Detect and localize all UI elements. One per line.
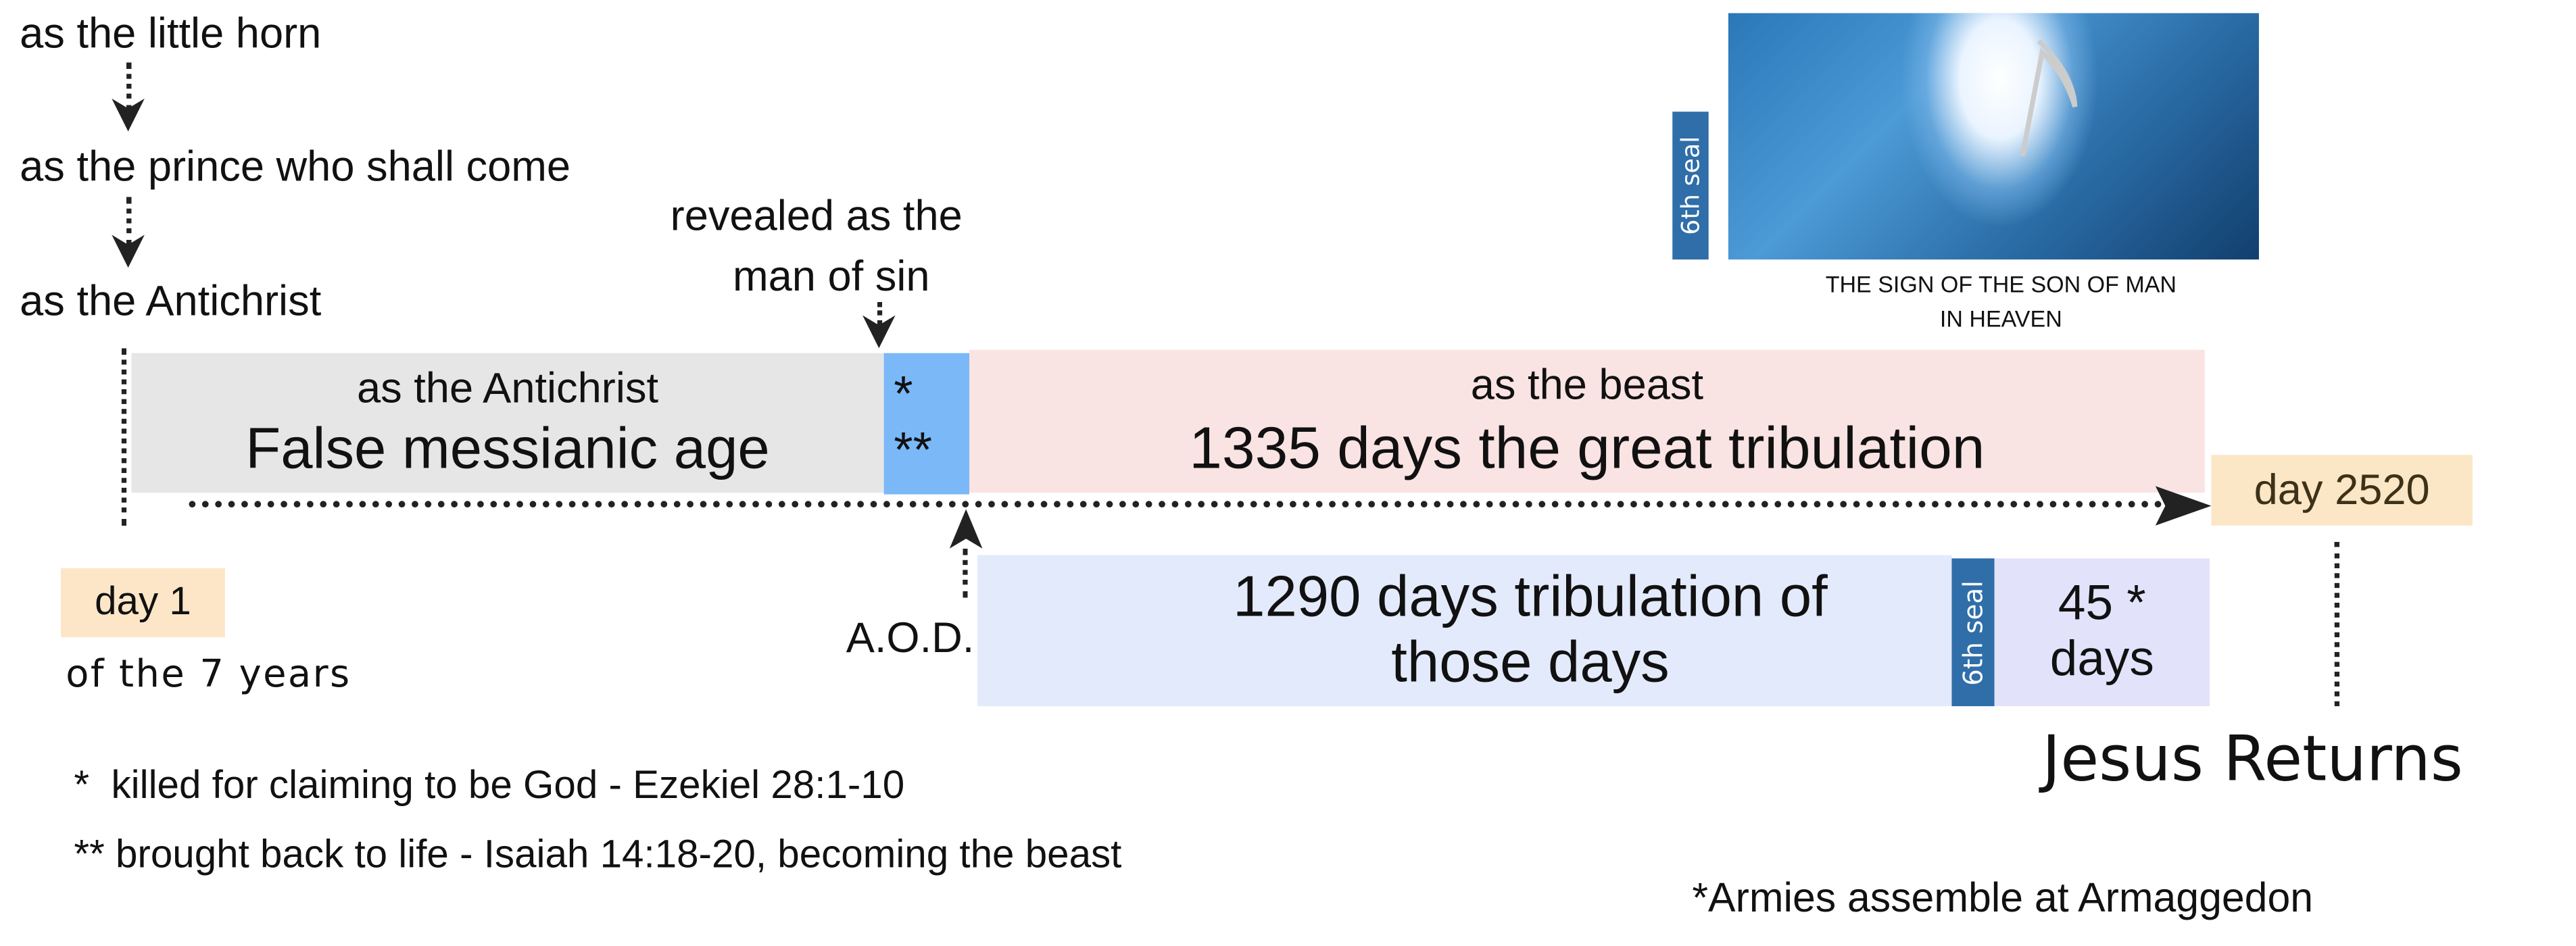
block-line1: 1290 days tribulation of: [1233, 565, 1828, 629]
arrow-right-icon: [2155, 486, 2212, 526]
block-title: False messianic age: [245, 417, 770, 482]
stage-little-horn: as the little horn: [20, 8, 322, 58]
arrow-up-icon: [949, 509, 983, 549]
arrow-down-icon: [112, 234, 145, 268]
block-line2: days: [2049, 632, 2154, 687]
footnote-armies: *Armies assemble at Armaggedon: [1692, 875, 2314, 922]
footnote-single-asterisk: * killed for claiming to be God - Ezekie…: [74, 764, 905, 808]
block-line1: 45 *: [2058, 576, 2146, 631]
block-subtitle: as the beast: [1470, 359, 1704, 409]
dotted-connector: [126, 62, 132, 112]
revealed-label-line1: revealed as the: [670, 190, 963, 240]
day-1-label: day 1: [60, 568, 225, 638]
timeline-axis: [189, 501, 2177, 508]
sixth-seal-label: 6th seal: [1957, 579, 1989, 685]
asterisk-marker-block: * **: [883, 353, 969, 495]
dotted-connector: [963, 548, 968, 598]
footnote-double-asterisk: ** brought back to life - Isaiah 14:18-2…: [74, 832, 1122, 877]
dotted-connector: [126, 197, 132, 247]
asterisk-double: **: [894, 424, 932, 478]
great-tribulation-block: as the beast 1335 days the great tribula…: [969, 349, 2205, 493]
block-line2: those days: [1391, 630, 1670, 695]
sign-of-son-of-man-image: [1728, 13, 2259, 260]
day-2520-label: day 2520: [2211, 455, 2473, 526]
image-caption-line2: IN HEAVEN: [1939, 305, 2062, 332]
day2520-marker-line: [2334, 542, 2340, 707]
stage-antichrist: as the Antichrist: [20, 276, 322, 326]
revealed-label-line2: man of sin: [733, 251, 930, 301]
tribulation-1290-block: 1290 days tribulation of those days: [977, 555, 1952, 707]
sixth-seal-strip: 6th seal: [1672, 111, 1709, 260]
image-caption-line1: THE SIGN OF THE SON OF MAN: [1825, 271, 2177, 297]
scythe-icon: [2020, 39, 2078, 157]
asterisk-single: *: [894, 368, 913, 422]
dotted-connector: [877, 302, 883, 326]
forty-five-days-block: 45 * days: [1994, 558, 2210, 707]
block-title: 1335 days the great tribulation: [1189, 414, 1985, 482]
day1-marker-line: [121, 348, 127, 526]
jesus-returns-label: Jesus Returns: [2042, 722, 2463, 795]
block-subtitle: as the Antichrist: [356, 363, 659, 413]
sixth-seal-strip: 6th seal: [1951, 558, 1995, 707]
false-messianic-age-block: as the Antichrist False messianic age: [131, 353, 884, 493]
of-seven-years-label: of the 7 years: [66, 653, 351, 697]
sixth-seal-label: 6th seal: [1676, 136, 1705, 235]
arrow-down-icon: [112, 98, 145, 132]
stage-prince: as the prince who shall come: [20, 141, 571, 191]
arrow-down-icon: [862, 315, 896, 349]
